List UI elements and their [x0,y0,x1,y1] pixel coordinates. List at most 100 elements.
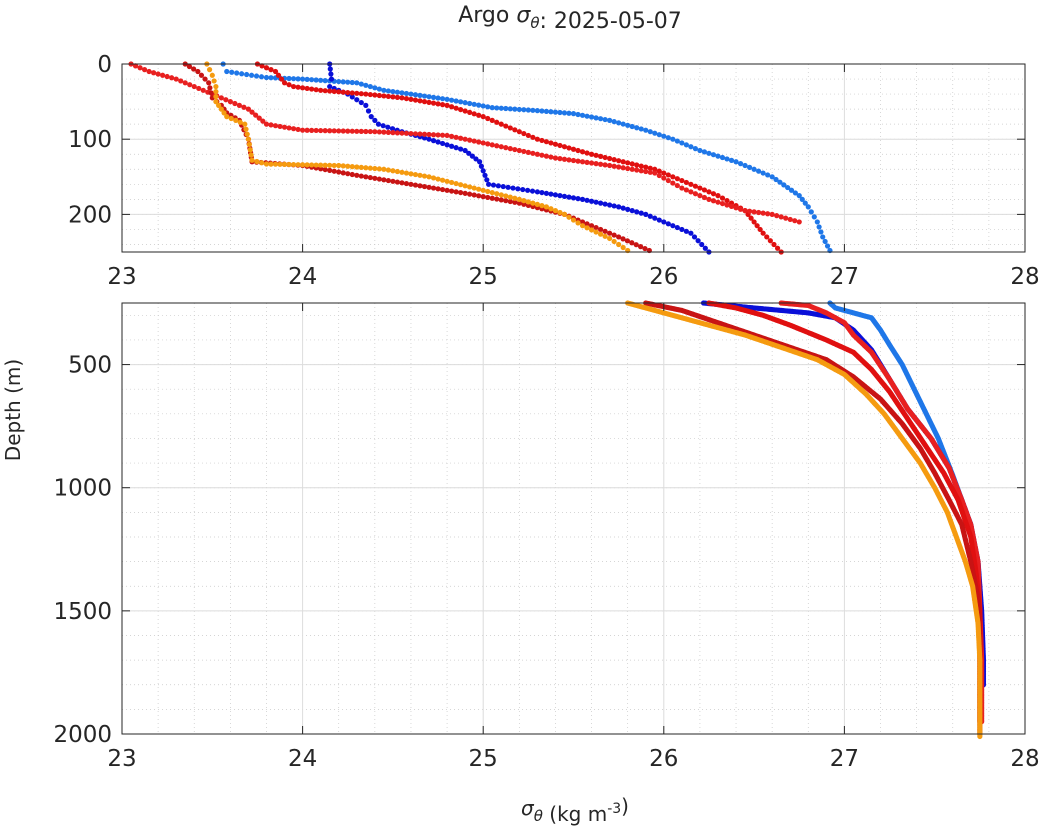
data-point [336,78,342,85]
data-point [309,77,315,83]
data-point [328,76,335,82]
data-point [372,165,378,172]
data-point [543,139,550,145]
data-point [304,127,310,133]
data-point [385,167,391,173]
data-point [643,127,649,133]
data-point [218,106,224,112]
data-point [588,198,595,204]
data-point [489,117,495,123]
data-point [629,161,635,167]
data-point [760,170,766,176]
data-point [484,177,490,183]
data-point [521,130,527,137]
data-point [476,112,482,118]
data-point [278,76,285,82]
data-point [286,75,292,82]
data-point [208,90,214,96]
data-point [376,86,382,92]
data-point [512,199,518,205]
data-point [570,111,577,117]
data-point [426,174,432,180]
data-point [486,181,492,187]
data-point [471,138,477,144]
data-point [227,99,233,105]
data-point [557,142,563,149]
data-point [394,168,401,175]
data-point [521,201,527,207]
data-point [223,97,229,103]
data-point [380,123,386,129]
data-point [195,68,201,75]
x-tick-label: 23 [107,746,136,772]
data-point [665,221,671,227]
data-point [719,195,726,201]
data-point [539,189,545,196]
data-point [322,78,328,84]
data-point [327,66,333,72]
data-point [607,235,613,242]
data-point [213,99,219,105]
data-point [164,73,170,80]
data-point [625,165,631,172]
data-point [566,214,572,220]
data-point [462,108,468,114]
data-point [331,168,337,174]
data-point [368,114,374,120]
data-point [430,132,437,138]
data-point [340,128,346,134]
data-point [480,187,486,193]
data-point [561,156,568,162]
data-point [757,226,763,233]
data-point [331,128,337,134]
data-point [169,75,175,81]
data-point [485,141,491,147]
data-point [737,161,744,167]
data-point [733,159,739,165]
data-point [327,83,333,90]
data-point [268,122,274,128]
series-4 [128,61,802,225]
data-point [530,200,536,206]
data-point [385,124,391,130]
data-point [584,150,590,156]
data-point [575,111,581,118]
data-point [665,135,671,141]
data-point [539,203,545,209]
data-point [512,146,518,153]
data-point [634,125,640,131]
data-point [774,213,780,219]
bottom-panel: 23 24 25 26 27 28 500 1000 1500 2000 [53,300,1040,772]
data-point [336,162,342,169]
data-point [665,177,671,184]
data-point [507,194,513,200]
data-point [593,229,599,235]
data-point [620,165,626,171]
data-point [458,99,464,105]
data-point [620,159,626,165]
data-point [173,76,179,82]
data-point [724,156,730,162]
data-point [363,91,369,97]
data-point [661,170,667,176]
data-point [453,189,459,195]
data-point [691,234,698,240]
data-point [281,161,288,167]
x-axis-label: σθ (kg m-3) [521,794,629,826]
data-point [602,154,608,161]
x-tick-label: 24 [288,746,317,772]
data-point [543,204,550,210]
data-point [771,241,777,248]
data-point [453,134,459,140]
y-tick-label: 1500 [53,599,112,625]
data-point [253,112,259,118]
data-point [489,105,495,111]
data-point [498,105,504,111]
data-point [777,179,783,185]
data-point [430,94,437,100]
data-point [552,109,559,115]
data-point [272,161,279,167]
data-point [566,194,572,200]
data-point [466,150,472,156]
